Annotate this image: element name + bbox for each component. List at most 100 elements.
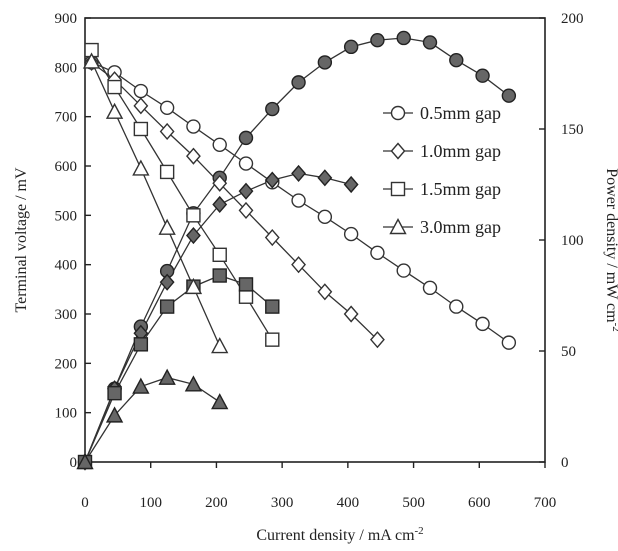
y-left-tick-label: 700 (55, 110, 78, 126)
x-tick-label: 0 (81, 495, 89, 511)
x-tick-label: 400 (337, 495, 360, 511)
voltage-point-1-0mm-gap (370, 331, 385, 349)
power-point-3-0mm-gap (184, 375, 203, 392)
voltage-point-1-0mm-gap (291, 256, 306, 274)
y-left-tick-label: 600 (55, 159, 78, 175)
voltage-point-3-0mm-gap (184, 277, 203, 295)
voltage-point-3-0mm-gap (105, 102, 124, 119)
x-tick-label: 100 (139, 495, 162, 511)
power-point-3-0mm-gap (211, 393, 229, 410)
power-point-1-0mm-gap (317, 169, 333, 187)
power-point-1-5mm-gap (212, 268, 227, 283)
x-axis-title: Current density / mA cm-2 (256, 525, 423, 544)
voltage-point-0-5mm-gap (422, 280, 438, 296)
power-point-0-5mm-gap (317, 55, 333, 70)
voltage-point-1-0mm-gap (317, 283, 333, 301)
power-point-0-5mm-gap (343, 39, 359, 55)
x-tick-label: 500 (402, 495, 425, 511)
voltage-point-0-5mm-gap (396, 263, 411, 278)
voltage-line-3-0mm-gap (91, 61, 221, 347)
voltage-point-0-5mm-gap (317, 209, 333, 225)
voltage-point-0-5mm-gap (212, 137, 227, 152)
power-point-1-0mm-gap (238, 182, 254, 200)
y-left-tick-label: 300 (55, 307, 78, 323)
x-axis-title-sup: -2 (415, 525, 424, 537)
voltage-point-1-5mm-gap (133, 121, 149, 137)
legend-marker-1-0mm-gap (390, 142, 406, 160)
power-point-1-5mm-gap (107, 385, 122, 401)
voltage-point-1-0mm-gap (212, 174, 228, 192)
voltage-point-1-0mm-gap (343, 305, 359, 323)
voltage-point-0-5mm-gap (133, 83, 149, 99)
x-tick-label: 300 (271, 495, 294, 511)
y-left-axis-title: Terminal voltage / mV (13, 167, 30, 313)
power-point-0-5mm-gap (238, 130, 254, 146)
legend-label-0-5mm-gap: 0.5mm gap (420, 103, 501, 123)
power-point-3-0mm-gap (105, 406, 124, 423)
voltage-point-0-5mm-gap (238, 156, 254, 171)
power-point-0-5mm-gap (291, 75, 306, 90)
voltage-point-1-0mm-gap (133, 97, 149, 115)
voltage-point-0-5mm-gap (475, 316, 490, 332)
y-left-tick-label: 200 (55, 356, 78, 372)
power-point-1-5mm-gap (238, 277, 254, 292)
power-point-1-0mm-gap (186, 226, 201, 245)
voltage-point-0-5mm-gap (186, 119, 201, 134)
voltage-point-1-5mm-gap (186, 208, 201, 223)
voltage-point-0-5mm-gap (159, 100, 175, 115)
power-point-1-0mm-gap (291, 164, 306, 182)
y-right-axis-title-main: Power density / mW cm (603, 168, 618, 323)
power-point-0-5mm-gap (475, 68, 490, 83)
power-line-1-0mm-gap (84, 172, 352, 463)
power-point-0-5mm-gap (422, 35, 438, 50)
power-point-0-5mm-gap (449, 52, 464, 68)
legend-label-1-5mm-gap: 1.5mm gap (420, 179, 501, 199)
legend-marker-3-0mm-gap (389, 218, 407, 235)
voltage-point-1-5mm-gap (265, 332, 280, 347)
y-right-tick-label: 50 (561, 344, 576, 360)
y-right-tick-label: 0 (561, 455, 569, 471)
y-right-tick-label: 100 (561, 233, 584, 249)
voltage-point-1-0mm-gap (186, 147, 201, 165)
y-left-tick-label: 800 (55, 60, 78, 76)
voltage-point-3-0mm-gap (158, 218, 176, 235)
power-point-3-0mm-gap (132, 377, 150, 394)
voltage-line-1-0mm-gap (91, 61, 378, 341)
voltage-point-0-5mm-gap (370, 245, 385, 261)
power-point-1-5mm-gap (133, 337, 149, 352)
power-point-0-5mm-gap (370, 33, 385, 48)
y-left-tick-label: 900 (55, 11, 78, 27)
y-left-tick-label: 500 (55, 208, 78, 224)
power-point-3-0mm-gap (158, 368, 176, 385)
x-axis-title-main: Current density / mA cm (256, 527, 415, 544)
legend-marker-1-5mm-gap (390, 181, 406, 197)
y-right-tick-label: 200 (561, 11, 584, 27)
power-line-0-5mm-gap (84, 37, 510, 463)
power-point-1-0mm-gap (264, 171, 280, 189)
power-point-1-5mm-gap (159, 299, 175, 314)
plot-frame (84, 17, 546, 463)
voltage-point-1-5mm-gap (107, 79, 122, 95)
voltage-point-3-0mm-gap (82, 52, 101, 69)
voltage-point-1-0mm-gap (159, 122, 175, 141)
voltage-point-1-5mm-gap (212, 247, 227, 263)
voltage-point-1-5mm-gap (159, 164, 175, 180)
voltage-point-1-0mm-gap (238, 201, 254, 219)
power-point-1-0mm-gap (212, 195, 228, 214)
power-point-3-0mm-gap (76, 453, 94, 470)
x-tick-label: 600 (468, 495, 491, 511)
legend-label-1-0mm-gap: 1.0mm gap (420, 141, 501, 161)
power-point-0-5mm-gap (396, 30, 411, 46)
voltage-point-1-0mm-gap (264, 228, 280, 247)
power-point-1-0mm-gap (343, 175, 359, 194)
legend-marker-0-5mm-gap (390, 105, 406, 121)
voltage-point-3-0mm-gap (132, 159, 150, 176)
power-point-0-5mm-gap (265, 101, 280, 117)
y-right-axis-title: Power density / mW cm-2 (603, 168, 618, 332)
y-left-tick-label: 0 (70, 455, 78, 471)
x-tick-label: 200 (205, 495, 228, 511)
voltage-point-0-5mm-gap (291, 193, 306, 208)
voltage-point-3-0mm-gap (211, 337, 229, 354)
